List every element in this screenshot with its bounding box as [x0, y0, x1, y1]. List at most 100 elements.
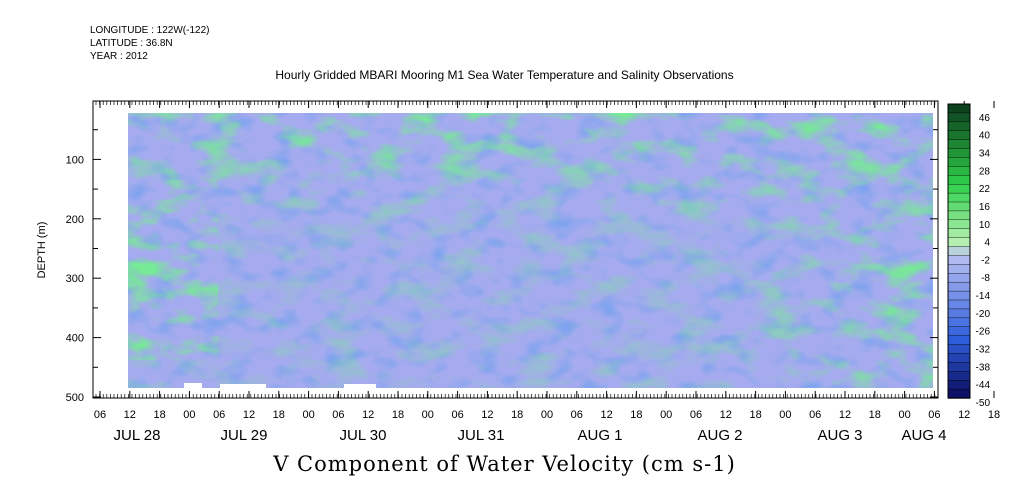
colorbar-label: 16	[979, 202, 991, 213]
x-tick-label: 06	[809, 409, 821, 421]
x-tick-label: 12	[958, 409, 970, 421]
x-tick-label: 00	[779, 409, 791, 421]
year-label: YEAR : 2012	[90, 51, 148, 62]
y-tick-label: 400	[66, 333, 84, 345]
missing-data-gap	[344, 384, 376, 388]
colorbar-segment	[947, 317, 971, 328]
x-tick-label: 06	[213, 409, 225, 421]
x-tick-label: 06	[332, 409, 344, 421]
y-tick-label: 100	[66, 154, 84, 166]
colorbar-segment	[947, 201, 971, 212]
missing-data-gap	[220, 384, 266, 388]
x-tick-label: 06	[928, 409, 940, 421]
x-tick-label: 00	[898, 409, 910, 421]
colorbar-label: -20	[976, 309, 991, 320]
heatmap-field	[128, 113, 933, 388]
x-tick-label: 00	[183, 409, 195, 421]
latitude-label: LATITUDE : 36.8N	[90, 38, 173, 49]
colorbar-segment	[947, 246, 971, 257]
colorbar-segment	[947, 219, 971, 230]
colorbar-segment	[947, 166, 971, 176]
colorbar-label: 4	[984, 238, 990, 249]
x-tick-label: 18	[630, 409, 642, 421]
colorbar-label: -44	[976, 380, 991, 391]
x-tick-label: 12	[124, 409, 136, 421]
x-day-label: AUG 2	[697, 427, 742, 444]
colorbar-label: -32	[976, 345, 991, 356]
colorbar-segment	[947, 388, 971, 399]
colorbar-segment	[947, 362, 971, 372]
colorbar-segment	[947, 103, 971, 114]
colorbar-segment	[947, 183, 971, 194]
header-info: LONGITUDE : 122W(-122) LATITUDE : 36.8N …	[90, 24, 209, 63]
x-tick-label: 12	[362, 409, 374, 421]
x-tick-label: 18	[153, 409, 165, 421]
x-day-label: JUL 31	[458, 427, 505, 444]
colorbar-frame	[947, 103, 971, 399]
colorbar-segment	[947, 228, 971, 239]
x-tick-label: 12	[839, 409, 851, 421]
y-tick-label: 300	[66, 273, 84, 285]
colorbar-label: 40	[979, 131, 991, 142]
colorbar-label: -2	[981, 255, 990, 266]
x-tick-label: 12	[600, 409, 612, 421]
colorbar-segment	[947, 112, 971, 123]
x-tick-label: 06	[94, 409, 106, 421]
heatmap-green-patches	[128, 113, 933, 388]
longitude-label: LONGITUDE : 122W(-122)	[90, 25, 210, 36]
colorbar-segment	[947, 308, 971, 319]
colorbar-segment	[947, 290, 971, 301]
x-tick-label: 18	[511, 409, 523, 421]
colorbar-segment	[947, 175, 971, 185]
colorbar-label: -50	[976, 398, 991, 409]
colorbar-segment	[947, 192, 971, 203]
colorbar-label: 34	[979, 149, 991, 160]
x-tick-label: 18	[869, 409, 881, 421]
x-tick-label: 18	[392, 409, 404, 421]
x-tick-label: 06	[571, 409, 583, 421]
x-day-label: AUG 1	[577, 427, 622, 444]
colorbar-label: -14	[976, 291, 991, 302]
colorbar-label: 22	[979, 184, 991, 195]
colorbar-segment	[947, 371, 971, 381]
x-tick-label: 00	[302, 409, 314, 421]
colorbar-label: 28	[979, 166, 991, 177]
x-day-label: JUL 28	[114, 427, 161, 444]
x-tick-label: 06	[451, 409, 463, 421]
colorbar-label: 46	[979, 113, 991, 124]
colorbar-segment	[947, 344, 971, 355]
colorbar-segment	[947, 255, 971, 266]
x-tick-label: 18	[273, 409, 285, 421]
colorbar-segment	[947, 353, 971, 364]
chart-title: Hourly Gridded MBARI Mooring M1 Sea Wate…	[275, 68, 734, 82]
x-tick-label: 12	[243, 409, 255, 421]
x-tick-label: 06	[690, 409, 702, 421]
colorbar-segment	[947, 148, 971, 159]
colorbar-label: -26	[976, 327, 991, 338]
y-tick-label: 500	[66, 392, 84, 404]
x-tick-label: 12	[481, 409, 493, 421]
x-day-label: AUG 4	[901, 427, 946, 444]
colorbar-segment	[947, 130, 971, 141]
colorbar-segment	[947, 121, 971, 132]
colorbar-segment	[947, 335, 971, 346]
x-tick-label: 00	[660, 409, 672, 421]
missing-data-gap	[184, 383, 202, 388]
x-day-label: AUG 3	[817, 427, 862, 444]
colorbar-segment	[947, 281, 971, 292]
colorbar-label: 10	[979, 220, 991, 231]
x-tick-label: 12	[720, 409, 732, 421]
y-axis-label: DEPTH (m)	[36, 222, 48, 279]
colorbar-segment	[947, 326, 971, 337]
colorbar-segment	[947, 157, 971, 168]
colorbar-segment	[947, 139, 971, 150]
x-day-label: JUL 30	[340, 427, 387, 444]
x-tick-label: 00	[541, 409, 553, 421]
colorbar-segment	[947, 299, 971, 310]
x-tick-label: 00	[422, 409, 434, 421]
plot-frame	[92, 100, 939, 399]
colorbar-segment	[947, 237, 971, 248]
x-tick-label: 18	[749, 409, 761, 421]
colorbar-label: -38	[976, 362, 991, 373]
